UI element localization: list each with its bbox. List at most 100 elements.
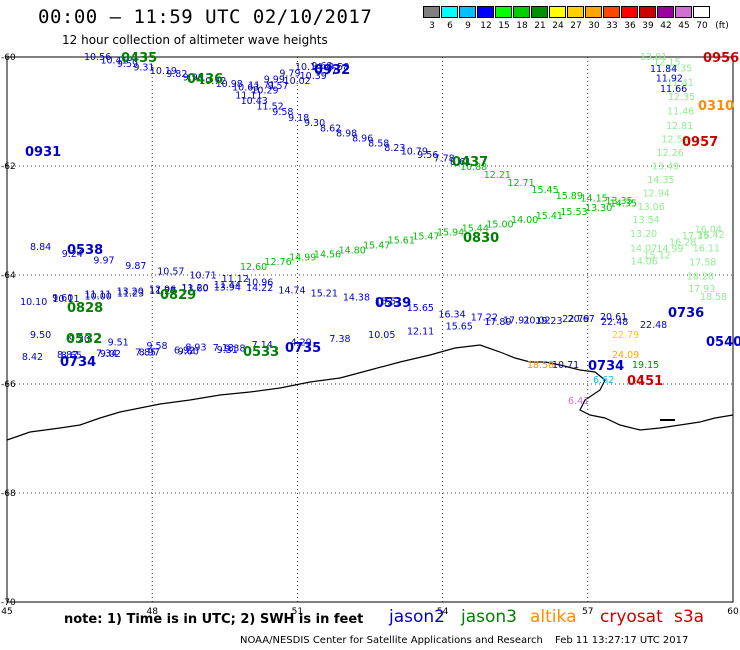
swh-value: 8.62 [320, 123, 341, 134]
swh-value: 9.31 [133, 62, 154, 73]
swh-value: 9.58 [146, 341, 167, 352]
swh-value: 13.35 [605, 196, 632, 207]
legend-swatch [675, 6, 692, 18]
map-frame [6, 56, 734, 603]
swh-value: 18.58 [527, 360, 554, 371]
swh-value: 14.00 [511, 215, 538, 226]
pass-label: 0538 [67, 243, 103, 258]
swh-value: 12.81 [666, 121, 693, 132]
swh-value: 4.29 [291, 338, 312, 349]
legend-label: 24 [552, 21, 564, 31]
y-tick-label: -68 [1, 489, 16, 499]
swh-value: 8.42 [22, 352, 43, 363]
swh-value: 18.28 [687, 272, 714, 283]
swh-value: 11.20 [182, 283, 209, 294]
x-tick-label: 54 [437, 607, 449, 617]
swh-value: 9.59 [117, 59, 138, 70]
swh-value: 8.87 [57, 350, 78, 361]
swh-value: 10.79 [401, 146, 428, 157]
pass-label: 0734 [60, 355, 96, 370]
swh-value: 15.61 [388, 236, 415, 247]
swh-value: 20.67 [568, 314, 595, 325]
swh-value: 10.41 [100, 55, 127, 66]
legend-label: 42 [660, 21, 672, 31]
legend-label: 45 [678, 21, 690, 31]
legend-label: 39 [642, 21, 654, 31]
swh-value: 7.14 [252, 340, 273, 351]
swh-value: 9.24 [62, 249, 83, 260]
legend-label: 30 [588, 21, 600, 31]
swh-value: 15.53 [560, 207, 587, 218]
swh-value: 11.11 [235, 90, 262, 101]
swh-value: 15.12 [643, 250, 670, 261]
swh-value: 8.98 [336, 128, 357, 139]
swh-value: 9.20 [69, 334, 90, 345]
swh-value: 14.80 [339, 245, 366, 256]
swh-value: 10.05 [368, 330, 395, 341]
swh-value: 8.23 [384, 143, 405, 154]
swh-value: 12.76 [265, 257, 292, 268]
swh-value: 17.91 [503, 316, 530, 327]
swh-value: 10.71 [552, 360, 579, 371]
legend-swatch [441, 6, 458, 18]
legend-s3a: s3a [674, 607, 705, 627]
swh-value: 6.62 [593, 375, 614, 386]
legend-jason3: jason3 [461, 607, 517, 627]
swh-value: 10.63 [232, 82, 259, 93]
swh-value: 10.96 [246, 277, 273, 288]
altimeter-tracks: 10.5610.419.599.3110.199.829.9810.7210.9… [20, 52, 727, 407]
legend-swatch [513, 6, 530, 18]
swh-value: 10.88 [460, 162, 487, 173]
swh-value: 9.30 [304, 118, 325, 129]
swh-value: 8.97 [139, 348, 160, 359]
legend-swatch [639, 6, 656, 18]
swh-value: 9.31 [217, 345, 238, 356]
swh-value: 13.94 [214, 282, 241, 293]
pass-label: 0956 [703, 51, 739, 66]
pass-labels: 0435 0436 0932 0931 0437 0830 0538 0829 0828 0539… [25, 51, 740, 389]
swh-value: 16.42 [697, 230, 724, 241]
swh-value: 17.58 [689, 257, 716, 268]
swh-value: 14.56 [314, 249, 341, 260]
x-tick-label: 60 [727, 607, 739, 617]
legend-label: 9 [465, 21, 471, 31]
swh-value: 10.11 [52, 294, 79, 305]
swh-value: 16.28 [669, 237, 696, 248]
swh-value: 9.02 [100, 349, 121, 360]
swh-value: 12.11 [407, 326, 434, 337]
swh-value: 10.98 [216, 79, 243, 90]
legend-label: (ft) [715, 21, 729, 31]
swh-value: 9.50 [30, 330, 51, 341]
swh-value: 15.00 [486, 219, 513, 230]
swh-value: 6.41 [568, 396, 589, 407]
swh-value: 8.61 [450, 157, 471, 168]
swh-value: 10.29 [251, 86, 278, 97]
pass-label: 0451 [627, 374, 663, 389]
swh-value: 9.82 [166, 69, 187, 80]
color-legend [423, 6, 711, 18]
swh-value: 15.21 [311, 288, 338, 299]
pass-label: 0829 [160, 288, 196, 303]
swh-value: 22.48 [601, 317, 628, 328]
credit-text: NOAA/NESDIS Center for Satellite Applica… [240, 635, 543, 646]
swh-value: 12.15 [653, 57, 680, 68]
map-border [6, 56, 734, 603]
swh-value: 13.30 [585, 203, 612, 214]
swh-value: 9.79 [279, 68, 300, 79]
axis-ticks: 45 48 51 54 57 60 -60 -62 -64 -66 -68 -70 [1, 53, 739, 617]
swh-value: 9.97 [93, 256, 114, 267]
color-legend-labels: 3 6 9 12 15 18 21 24 27 30 33 36 39 42 45 70 (ft) [423, 21, 733, 31]
swh-value: 9.57 [267, 81, 288, 92]
swh-value: 14.07 [630, 243, 657, 254]
swh-value: 14.38 [343, 292, 370, 303]
swh-value: 16.04 [695, 225, 722, 236]
swh-value: 8.84 [30, 242, 51, 253]
pass-label: 0436 [187, 72, 223, 87]
legend-label: 21 [534, 21, 546, 31]
swh-value: 10.10 [20, 297, 47, 308]
pass-label: 0533 [243, 345, 279, 360]
swh-value: 20.02 [523, 315, 550, 326]
coastline [6, 344, 734, 441]
swh-value: 10.43 [241, 96, 268, 107]
